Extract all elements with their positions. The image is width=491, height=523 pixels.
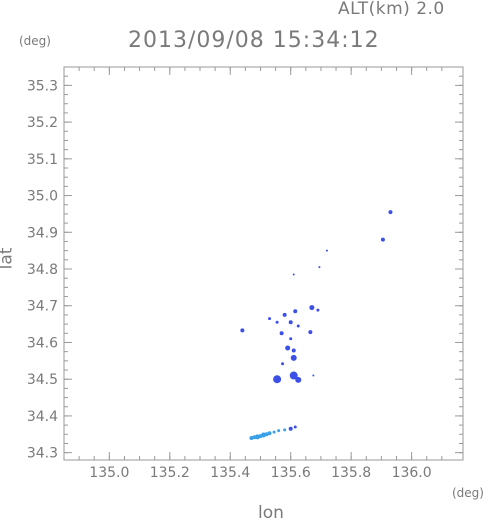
- y-tick-label: 35.2: [27, 115, 58, 131]
- x-tick-label: 135.4: [210, 465, 250, 481]
- x-tick-label: 135.6: [271, 465, 311, 481]
- echo-point: [275, 320, 279, 324]
- echo-point: [291, 348, 296, 353]
- y-unit-label: (deg): [19, 34, 51, 48]
- echo-point: [292, 273, 295, 276]
- echo-point: [264, 432, 269, 437]
- plot-frame: [63, 66, 464, 461]
- echo-point: [290, 354, 297, 361]
- echo-point: [309, 305, 315, 311]
- echo-point: [289, 371, 298, 380]
- echo-point: [240, 328, 245, 333]
- y-tick-label: 35.1: [27, 152, 58, 168]
- echo-point: [283, 428, 287, 432]
- y-tick-label: 35.0: [27, 189, 58, 205]
- timestamp-title: 2013/09/08 15:34:12: [128, 28, 380, 53]
- echo-point: [318, 266, 321, 269]
- echo-point: [282, 312, 287, 317]
- echo-point: [325, 249, 328, 252]
- echo-point: [285, 345, 291, 351]
- echo-point: [312, 374, 315, 377]
- x-tick-label: 135.0: [89, 465, 129, 481]
- echo-point: [279, 331, 284, 336]
- echo-point: [293, 309, 298, 314]
- x-tick-label: 135.2: [150, 465, 190, 481]
- x-axis-label: lon: [258, 503, 284, 523]
- x-tick-label: 135.8: [331, 465, 371, 481]
- echo-point: [293, 425, 297, 429]
- y-tick-label: 34.9: [27, 225, 58, 241]
- y-tick-label: 34.3: [27, 446, 58, 462]
- echo-point: [289, 337, 293, 341]
- x-tick-label: 136.0: [392, 465, 432, 481]
- echo-point: [273, 375, 282, 384]
- echo-point: [281, 362, 285, 366]
- echo-point: [288, 426, 293, 431]
- y-tick-label: 35.3: [27, 78, 58, 94]
- y-tick-label: 34.7: [27, 299, 58, 315]
- echo-point: [249, 435, 254, 440]
- echo-point: [380, 237, 385, 242]
- echo-point: [267, 431, 272, 436]
- echo-point: [316, 308, 320, 312]
- echo-point: [308, 330, 313, 335]
- y-tick-label: 34.6: [27, 335, 58, 351]
- echo-point: [277, 429, 281, 433]
- echo-point: [296, 324, 300, 328]
- y-tick-label: 34.5: [27, 372, 58, 388]
- echo-point: [388, 210, 393, 215]
- echo-point: [295, 376, 302, 383]
- echo-point: [288, 320, 293, 325]
- y-tick-label: 34.8: [27, 262, 58, 278]
- x-unit-label: (deg): [452, 486, 484, 500]
- echo-point: [268, 317, 272, 321]
- y-tick-label: 34.4: [27, 409, 58, 425]
- altitude-label: ALT(km) 2.0: [338, 0, 445, 19]
- echo-point: [272, 430, 276, 434]
